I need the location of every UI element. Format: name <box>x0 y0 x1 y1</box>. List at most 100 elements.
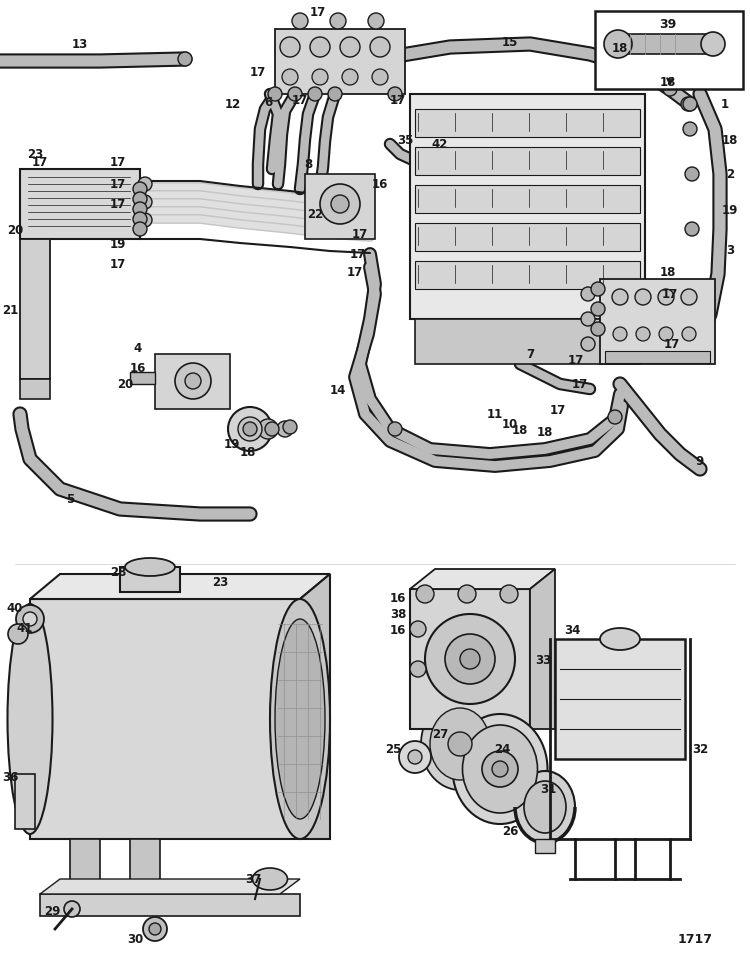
Text: 16: 16 <box>372 178 388 192</box>
Circle shape <box>492 761 508 778</box>
Circle shape <box>658 290 674 306</box>
Circle shape <box>408 750 422 764</box>
Circle shape <box>133 183 147 196</box>
Text: 27: 27 <box>432 728 448 740</box>
Polygon shape <box>300 575 330 840</box>
Text: 8: 8 <box>304 158 312 172</box>
Text: 17: 17 <box>662 288 678 301</box>
Ellipse shape <box>463 725 538 813</box>
Circle shape <box>310 38 330 58</box>
Text: 21: 21 <box>2 303 18 316</box>
Bar <box>155 355 230 410</box>
Circle shape <box>308 88 322 102</box>
Text: 17: 17 <box>110 258 126 272</box>
Text: 41: 41 <box>16 620 33 634</box>
Circle shape <box>288 88 302 102</box>
Circle shape <box>399 741 431 773</box>
Text: 17: 17 <box>310 6 326 18</box>
Text: 34: 34 <box>564 623 580 636</box>
Text: 18: 18 <box>240 446 256 459</box>
Circle shape <box>388 88 402 102</box>
Text: 22: 22 <box>307 209 323 221</box>
Circle shape <box>277 421 293 437</box>
Polygon shape <box>20 379 50 399</box>
Text: 42: 42 <box>432 138 448 152</box>
Text: 38: 38 <box>390 607 406 619</box>
Ellipse shape <box>421 699 499 790</box>
Ellipse shape <box>8 604 52 834</box>
Bar <box>605 352 710 364</box>
Circle shape <box>581 313 595 327</box>
Text: 32: 32 <box>692 742 708 756</box>
Circle shape <box>133 223 147 236</box>
Bar <box>555 639 685 760</box>
Text: 16: 16 <box>390 623 406 636</box>
Circle shape <box>460 649 480 669</box>
Circle shape <box>683 123 697 137</box>
Circle shape <box>701 33 725 57</box>
Polygon shape <box>530 569 555 729</box>
Circle shape <box>445 635 495 684</box>
Circle shape <box>312 70 328 86</box>
Text: 18: 18 <box>660 265 676 278</box>
Polygon shape <box>40 879 300 894</box>
Circle shape <box>482 751 518 787</box>
Ellipse shape <box>253 868 287 890</box>
Text: 23: 23 <box>27 149 44 161</box>
Circle shape <box>138 178 152 192</box>
Text: 18: 18 <box>537 425 554 438</box>
Circle shape <box>448 732 472 757</box>
Bar <box>130 373 155 385</box>
Text: 17: 17 <box>572 378 588 391</box>
Circle shape <box>685 223 699 236</box>
Polygon shape <box>410 569 555 589</box>
Text: 2: 2 <box>726 169 734 181</box>
Polygon shape <box>30 599 300 840</box>
Bar <box>415 148 640 175</box>
Ellipse shape <box>600 628 640 650</box>
Circle shape <box>283 420 297 435</box>
Text: 17: 17 <box>346 265 363 278</box>
Ellipse shape <box>270 599 330 840</box>
Bar <box>535 840 555 853</box>
Text: 16: 16 <box>390 591 406 604</box>
Circle shape <box>185 374 201 390</box>
Text: 19: 19 <box>110 238 126 252</box>
Text: 18: 18 <box>722 133 738 147</box>
Text: 13: 13 <box>72 38 88 51</box>
Polygon shape <box>30 575 330 599</box>
Text: 28: 28 <box>110 565 126 578</box>
Circle shape <box>320 185 360 225</box>
Text: 17: 17 <box>292 93 308 107</box>
Text: 17: 17 <box>32 155 48 169</box>
Text: 23: 23 <box>211 575 228 588</box>
Circle shape <box>228 408 272 452</box>
Circle shape <box>388 422 402 436</box>
Text: 18: 18 <box>660 75 676 89</box>
Circle shape <box>178 53 192 67</box>
Bar <box>40 894 300 916</box>
Circle shape <box>243 422 257 436</box>
Text: 24: 24 <box>494 742 510 756</box>
Text: 1: 1 <box>721 98 729 112</box>
Text: 18: 18 <box>512 423 528 436</box>
Bar <box>120 567 180 593</box>
Text: 3: 3 <box>726 243 734 256</box>
Ellipse shape <box>125 558 175 577</box>
Bar <box>600 280 715 365</box>
Circle shape <box>138 195 152 210</box>
Text: 19: 19 <box>722 203 738 216</box>
Text: 17: 17 <box>110 198 126 212</box>
Text: 5: 5 <box>66 493 74 506</box>
Text: 26: 26 <box>502 824 518 838</box>
Circle shape <box>138 213 152 228</box>
Text: 30: 30 <box>127 933 143 945</box>
Circle shape <box>613 328 627 341</box>
Bar <box>20 240 50 379</box>
Bar <box>130 840 160 894</box>
Text: 17: 17 <box>664 338 680 351</box>
Circle shape <box>280 38 300 58</box>
Bar <box>415 224 640 252</box>
Text: 16: 16 <box>130 361 146 375</box>
Circle shape <box>342 70 358 86</box>
